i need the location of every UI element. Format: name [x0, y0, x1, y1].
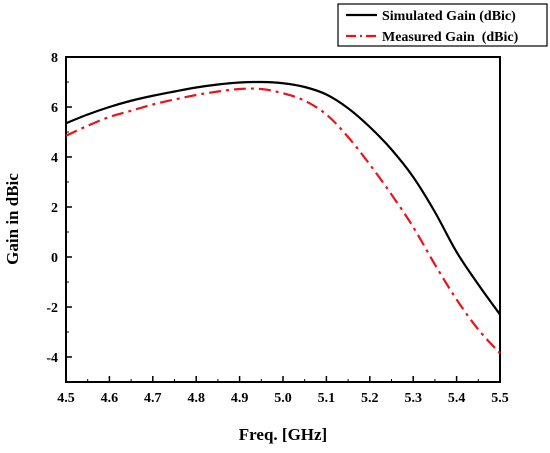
- x-tick-label: 5.4: [448, 391, 466, 406]
- x-tick-label: 5.5: [491, 391, 509, 406]
- x-tick-label: 4.8: [187, 391, 205, 406]
- x-axis-title: Freq. [GHz]: [239, 425, 327, 444]
- series-line-measured: [65, 87, 501, 354]
- x-tick-label: 4.7: [144, 391, 162, 406]
- legend-label-simulated: Simulated Gain (dBic): [382, 9, 516, 24]
- y-tick-label: -2: [46, 301, 58, 316]
- plot-area-frame: [65, 56, 501, 383]
- y-axis-ticks: -4 -2 0 2 4 6 8: [46, 51, 72, 383]
- x-tick-label: 4.6: [101, 391, 119, 406]
- x-tick-label: 5.2: [361, 391, 379, 406]
- x-tick-label: 4.5: [57, 391, 75, 406]
- y-tick-label: 4: [51, 151, 58, 166]
- y-tick-label: 6: [51, 101, 58, 116]
- y-tick-label: 2: [51, 201, 58, 216]
- legend-box: [337, 3, 548, 47]
- series-lines: [65, 80, 501, 354]
- series-line-simulated: [65, 80, 501, 316]
- y-axis-title: Gain in dBic: [3, 173, 22, 265]
- x-tick-label: 5.0: [274, 391, 292, 406]
- x-axis-ticks: 4.5 4.6 4.7 4.8 4.9 5.0 5.1 5.2 5.3 5.4 5.5: [57, 376, 509, 406]
- x-tick-label: 4.9: [231, 391, 249, 406]
- x-tick-label: 5.1: [318, 391, 336, 406]
- y-tick-label: -4: [46, 351, 58, 366]
- legend-label-measured: Measured Gain (dBic): [382, 30, 519, 45]
- x-tick-label: 5.3: [404, 391, 422, 406]
- y-tick-label: 0: [51, 251, 58, 266]
- legend: Simulated Gain (dBic) Measured Gain (dBi…: [337, 3, 548, 47]
- y-tick-label: 8: [51, 51, 58, 66]
